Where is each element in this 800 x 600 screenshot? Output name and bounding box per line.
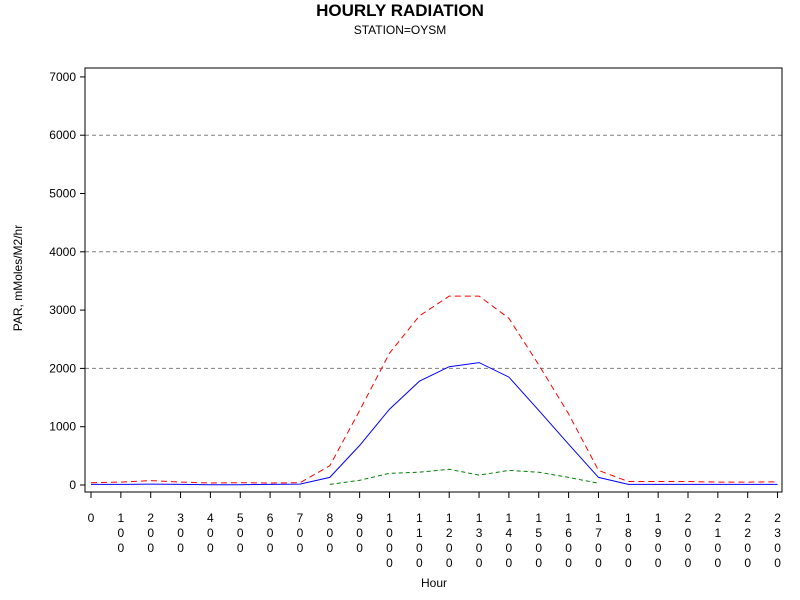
x-axis: 0 1 0 0 2 0 0 3 0 0 4 0 0 5 0 0 6 0 0 7 0 0 8 0 0 9 0 0 1 0 0 0 1 1 0 0 1 2 0 0… [88,492,781,570]
y-tick-label-1000: 1000 [49,420,76,434]
y-tick-label-4000: 4000 [49,245,76,259]
y-tick-label-0: 0 [69,478,76,492]
y-tick-label-2000: 2000 [49,361,76,375]
series-line-3 [329,468,599,485]
series-lines [90,295,778,486]
x-tick-label-0: 0 [88,511,95,525]
grid-lines [85,134,782,369]
series-line-2 [90,295,778,484]
y-axis-title: PAR, mMoles/M2/hr [11,225,25,331]
chart-subtitle: STATION=OYSM [353,23,447,37]
plot-frame [84,67,783,493]
y-axis: 0 1000 2000 3000 4000 5000 6000 7000 [49,70,85,492]
y-tick-label-6000: 6000 [49,128,76,142]
y-tick-label-7000: 7000 [49,70,76,84]
chart-title: HOURLY RADIATION [316,1,484,20]
x-axis-title: Hour [421,576,447,590]
y-tick-label-5000: 5000 [49,187,76,201]
series-line-1 [91,362,778,486]
y-tick-label-3000: 3000 [49,303,76,317]
